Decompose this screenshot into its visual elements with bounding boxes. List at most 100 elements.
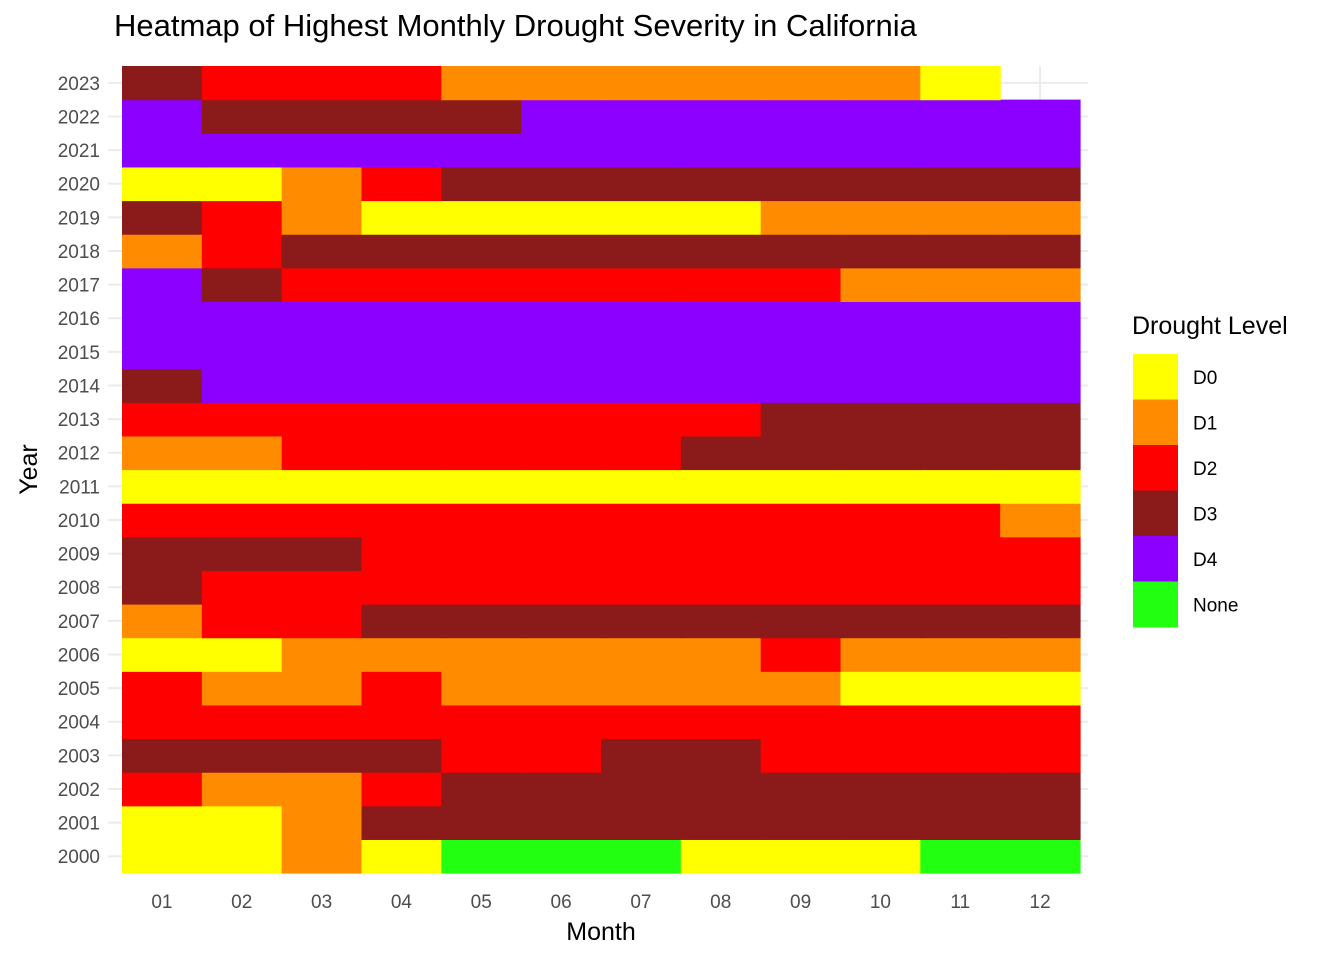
heat-tile-2013-11 <box>920 402 1001 437</box>
heat-tile-2019-04 <box>361 200 442 235</box>
x-tick-label: 01 <box>151 892 172 913</box>
heat-tile-2011-06 <box>521 469 602 504</box>
heat-tile-2002-05 <box>441 772 522 807</box>
heat-tile-2000-01 <box>122 839 203 874</box>
legend-key-none <box>1133 581 1178 628</box>
heat-tile-2021-12 <box>1000 133 1081 168</box>
heat-tile-2001-05 <box>441 805 522 840</box>
heat-tile-2022-11 <box>920 99 1001 134</box>
heat-tile-2020-05 <box>441 166 522 202</box>
heat-tile-2023-02 <box>201 66 283 101</box>
heat-tile-2015-12 <box>1000 335 1081 370</box>
x-tick-label: 10 <box>870 892 891 913</box>
heat-tile-2000-05 <box>441 839 522 874</box>
heat-tile-2015-01 <box>122 335 203 370</box>
heat-tile-2015-03 <box>281 335 363 370</box>
heat-tile-2004-04 <box>361 704 442 740</box>
heat-tile-2019-12 <box>1000 200 1081 235</box>
heat-tile-2001-12 <box>1000 805 1081 840</box>
heat-tile-2023-09 <box>760 66 842 101</box>
heat-tile-2016-04 <box>361 301 442 336</box>
heat-tile-2002-09 <box>760 772 842 807</box>
heat-tile-2000-02 <box>201 839 283 874</box>
heat-tile-2009-03 <box>281 536 363 571</box>
heat-tile-2015-04 <box>361 335 442 370</box>
heat-tile-2009-07 <box>601 536 682 571</box>
heat-tile-2013-09 <box>760 402 842 437</box>
heat-tile-2002-10 <box>840 772 921 807</box>
heat-tile-2002-12 <box>1000 772 1081 807</box>
heat-tile-2004-12 <box>1000 704 1081 740</box>
heat-tile-2020-03 <box>281 166 363 202</box>
heat-tile-2007-12 <box>1000 604 1081 639</box>
heat-tile-2011-05 <box>441 469 522 504</box>
heat-tile-2003-02 <box>201 738 283 773</box>
heat-tile-2016-03 <box>281 301 363 336</box>
heat-tile-2004-02 <box>201 704 283 740</box>
heat-tile-2013-08 <box>680 402 762 437</box>
heat-tile-2005-12 <box>1000 671 1081 706</box>
heat-tile-2008-06 <box>521 570 602 605</box>
x-tick-label: 09 <box>790 892 811 913</box>
heat-tile-2021-05 <box>441 133 522 168</box>
legend-label: D2 <box>1193 459 1217 480</box>
heat-tile-2011-12 <box>1000 469 1081 504</box>
heat-tile-2019-09 <box>760 200 842 235</box>
heat-tile-2013-07 <box>601 402 682 437</box>
heat-tile-2019-02 <box>201 200 283 235</box>
heat-tile-2005-04 <box>361 671 442 706</box>
x-tick-label: 03 <box>311 892 332 913</box>
heat-tile-2010-11 <box>920 503 1001 538</box>
heat-tile-2022-01 <box>122 99 203 134</box>
heat-tile-2007-08 <box>680 604 762 639</box>
heat-tile-2013-03 <box>281 402 363 437</box>
heat-tile-2019-08 <box>680 200 762 235</box>
heat-tile-2004-01 <box>122 704 203 740</box>
heat-tile-2019-03 <box>281 200 363 235</box>
heat-tile-2012-05 <box>441 435 522 471</box>
heat-tile-2008-07 <box>601 570 682 605</box>
heat-tile-2003-09 <box>760 738 842 773</box>
heat-tile-2011-04 <box>361 469 442 504</box>
heat-tile-2021-10 <box>840 133 921 168</box>
heat-tile-2007-07 <box>601 604 682 639</box>
heat-tile-2012-10 <box>840 435 921 471</box>
legend-title: Drought Level <box>1132 312 1288 340</box>
heat-tile-2013-05 <box>441 402 522 437</box>
heat-tile-2006-04 <box>361 637 442 672</box>
heat-tile-2004-07 <box>601 704 682 740</box>
heat-tile-2002-07 <box>601 772 682 807</box>
y-tick-label: 2006 <box>58 645 100 666</box>
heat-tile-2019-07 <box>601 200 682 235</box>
heat-tile-2005-05 <box>441 671 522 706</box>
heat-tile-2014-07 <box>601 368 682 403</box>
heat-tile-2008-12 <box>1000 570 1081 605</box>
heat-tile-2003-11 <box>920 738 1001 773</box>
heat-tile-2006-11 <box>920 637 1001 672</box>
y-tick-label: 2008 <box>58 578 100 599</box>
y-tick-label: 2003 <box>58 746 100 767</box>
heat-tile-2005-03 <box>281 671 363 706</box>
heat-tile-2023-03 <box>281 66 363 101</box>
heat-tile-2022-06 <box>521 99 602 134</box>
y-tick-label: 2016 <box>58 309 100 330</box>
heat-tile-2023-10 <box>840 66 921 101</box>
heat-tile-2008-02 <box>201 570 283 605</box>
heat-tile-2020-07 <box>601 166 682 202</box>
x-tick-label: 07 <box>630 892 651 913</box>
y-tick-label: 2001 <box>58 814 100 835</box>
x-tick-label: 08 <box>710 892 731 913</box>
heat-tile-2011-03 <box>281 469 363 504</box>
heat-tile-2012-07 <box>601 435 682 471</box>
heat-tile-2023-01 <box>122 66 203 101</box>
heat-tile-2005-01 <box>122 671 203 706</box>
heat-tile-2017-09 <box>760 267 842 302</box>
heat-tile-2017-08 <box>680 267 762 302</box>
heat-tile-2015-07 <box>601 335 682 370</box>
heat-tile-2010-04 <box>361 503 442 538</box>
legend-label: D3 <box>1193 504 1217 525</box>
heat-tile-2002-01 <box>122 772 203 807</box>
heat-tile-2004-09 <box>760 704 842 740</box>
heat-tile-2002-06 <box>521 772 602 807</box>
heat-tile-2020-01 <box>122 166 203 202</box>
